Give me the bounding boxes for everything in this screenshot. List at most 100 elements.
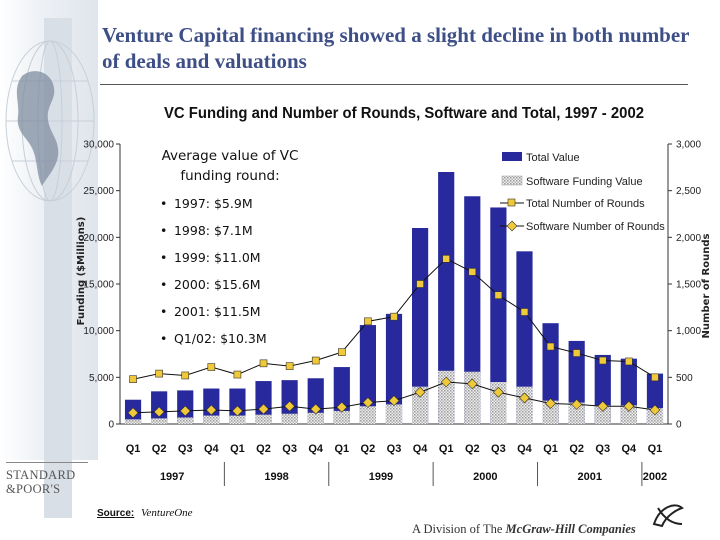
point-software-rounds — [205, 404, 217, 416]
title-divider — [100, 84, 688, 85]
point-software-rounds — [232, 405, 243, 417]
bar-total-value — [516, 251, 533, 424]
y2-tick-label: 0 — [676, 420, 682, 431]
point-software-rounds — [179, 405, 191, 417]
y-tick-label: 25,000 — [83, 186, 114, 197]
bar-software-value — [542, 400, 559, 424]
y2-tick-label: 2,000 — [676, 233, 701, 244]
y-tick-label: 30,000 — [83, 140, 114, 151]
callout-item: • 1999: $11.0M — [160, 250, 261, 265]
x-tick-label: Q1 — [126, 443, 141, 455]
bar-software-value — [255, 414, 272, 424]
bar-total-value — [438, 172, 455, 424]
x-tick-label: Q2 — [152, 443, 167, 455]
x-tick-label: Q3 — [491, 443, 506, 455]
x-tick-label: Q4 — [308, 443, 324, 455]
y2-axis-label: Number of Rounds — [701, 234, 712, 339]
point-total-rounds — [390, 312, 398, 321]
point-total-rounds — [129, 375, 137, 384]
point-total-rounds — [442, 255, 450, 263]
x-tick-label: Q3 — [595, 443, 610, 455]
logo-divider — [6, 462, 88, 463]
point-software-rounds — [388, 395, 400, 407]
x-tick-label: Q1 — [439, 443, 454, 455]
y-tick-label: 10,000 — [83, 326, 114, 337]
mcgraw-hill-logo-icon — [652, 504, 684, 528]
point-total-rounds — [285, 362, 294, 370]
x-tick-label: Q4 — [204, 443, 220, 455]
x-tick-label: Q3 — [282, 443, 297, 455]
bar-software-value — [594, 405, 611, 424]
legend-label-total-value: Total Value — [526, 152, 580, 164]
x-tick-label: Q2 — [256, 443, 271, 455]
legend-label-software-value: Software Funding Value — [526, 176, 643, 188]
bar-software-value — [281, 413, 298, 424]
bar-total-value — [359, 325, 376, 424]
callout-item: • 1998: $7.1M — [160, 223, 253, 238]
y2-tick-label: 3,000 — [676, 140, 701, 151]
point-total-rounds — [338, 348, 346, 356]
callout-item: • Q1/02: $10.3M — [160, 331, 267, 346]
y2-tick-label: 2,500 — [676, 186, 701, 197]
globe-icon — [5, 40, 95, 202]
x-tick-label: Q4 — [413, 443, 429, 455]
x-tick-label: Q4 — [517, 443, 533, 455]
legend-marker-software-rounds — [506, 220, 518, 232]
legend-swatch-total-value — [502, 152, 522, 161]
bar-software-value — [359, 406, 376, 424]
year-label: 2002 — [643, 471, 667, 483]
point-software-rounds — [649, 404, 661, 416]
x-tick-label: Q1 — [543, 443, 558, 455]
x-tick-label: Q1 — [334, 443, 349, 455]
bar-software-value — [412, 386, 429, 424]
y-axis-label: Funding ($Millions) — [76, 217, 87, 326]
division-text: A Division of The — [412, 522, 503, 536]
y-tick-label: 15,000 — [83, 280, 114, 291]
bar-total-value — [490, 207, 507, 424]
y2-tick-label: 500 — [676, 373, 693, 384]
point-software-rounds — [258, 403, 269, 415]
legend-marker-total-rounds — [507, 198, 516, 207]
point-software-rounds — [336, 401, 348, 413]
bar-software-value — [333, 410, 350, 424]
average-value-callout: Average value of VC funding round: • 199… — [150, 146, 310, 358]
y2-tick-label: 1,500 — [676, 280, 701, 291]
company-name: McGraw-Hill Companies — [505, 522, 636, 536]
x-tick-label: Q3 — [387, 443, 402, 455]
point-total-rounds — [364, 317, 372, 326]
point-total-rounds — [651, 373, 659, 382]
x-tick-label: Q2 — [569, 443, 584, 455]
x-tick-label: Q1 — [648, 443, 663, 455]
chart-title: VC Funding and Number of Rounds, Softwar… — [164, 105, 644, 122]
bar-software-value — [385, 404, 403, 424]
point-software-rounds — [571, 398, 583, 410]
x-tick-label: Q4 — [622, 443, 638, 455]
point-total-rounds — [155, 369, 163, 378]
bar-total-value — [464, 196, 481, 424]
year-label: 1998 — [264, 471, 288, 483]
bar-software-value — [568, 402, 585, 424]
bar-software-value — [229, 415, 246, 424]
source-note: Source: VentureOne — [97, 507, 193, 519]
bar-total-value — [542, 323, 559, 424]
point-software-rounds — [440, 376, 452, 388]
chart-legend: Total Value Software Funding Value Total… — [500, 152, 665, 233]
bar-total-value — [385, 313, 403, 424]
callout-heading: Average value of VC funding round: — [161, 148, 299, 184]
point-software-rounds — [492, 386, 504, 398]
point-total-rounds — [520, 308, 529, 316]
callout-item: • 2001: $11.5M — [160, 304, 261, 319]
point-software-rounds — [127, 407, 139, 419]
point-software-rounds — [545, 398, 556, 409]
bar-total-value — [333, 367, 350, 424]
point-total-rounds — [572, 349, 581, 357]
point-software-rounds — [362, 397, 374, 408]
point-total-rounds — [233, 370, 242, 379]
callout-item: • 1997: $5.9M — [160, 196, 253, 211]
point-software-rounds — [623, 400, 635, 412]
slide-title: Venture Capital financing showed a sligh… — [102, 23, 690, 73]
year-label: 2001 — [577, 471, 601, 483]
callout-item: • 2000: $15.6M — [160, 277, 261, 292]
legend-label-total-rounds: Total Number of Rounds — [526, 198, 645, 210]
point-total-rounds — [181, 371, 190, 380]
